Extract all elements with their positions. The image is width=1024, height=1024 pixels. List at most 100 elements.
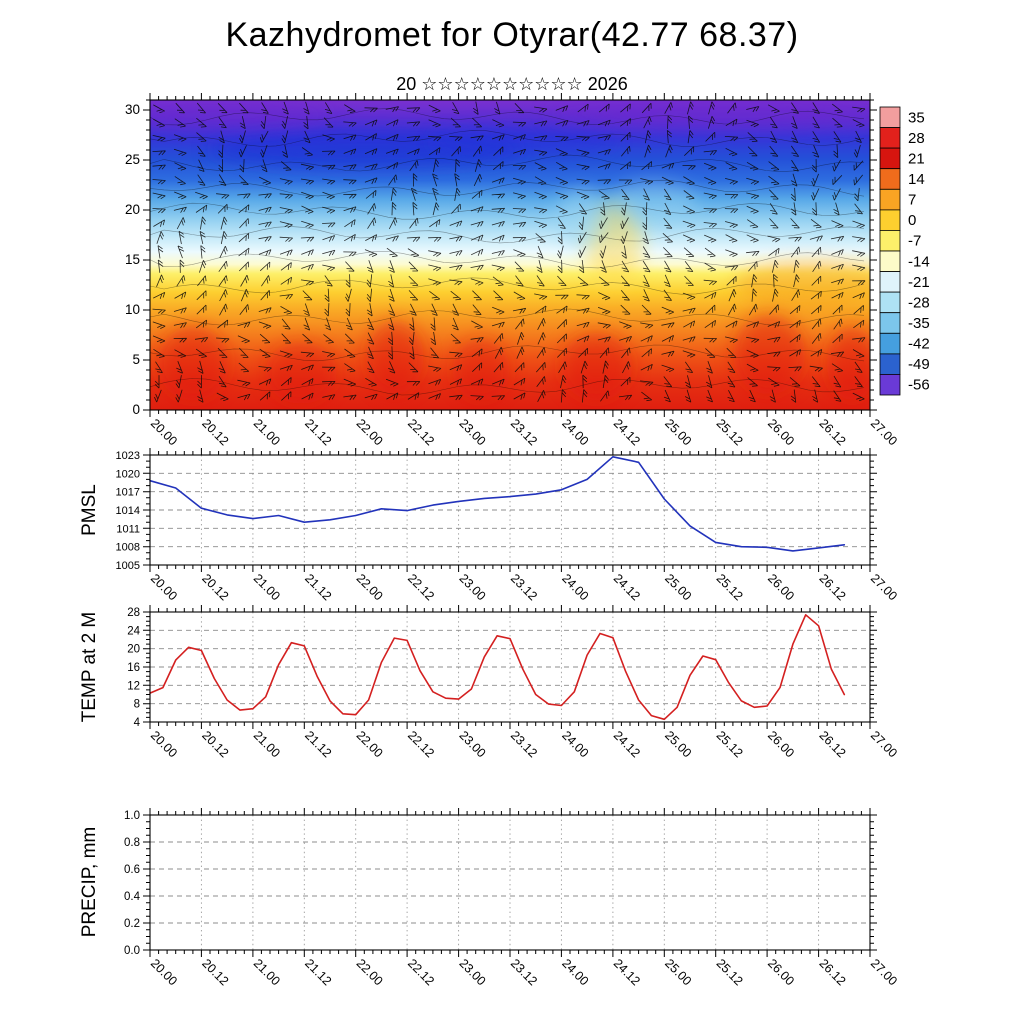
x-tick-label: 22.00 (354, 956, 386, 988)
grid-horizontal (150, 629, 870, 705)
x-tick-label: 20.12 (199, 416, 231, 448)
colorbar-label: 28 (908, 130, 925, 147)
x-tick-label: 26.12 (816, 416, 848, 448)
x-tick-label: 24.00 (559, 571, 591, 603)
y-tick-label: 1005 (116, 560, 140, 572)
subtitle-day: 20 (396, 74, 417, 94)
x-axis-ticks (149, 448, 871, 572)
x-tick-label: 22.12 (405, 571, 437, 603)
x-tick-label: 22.12 (405, 728, 437, 760)
colorbar-cell (879, 168, 901, 190)
x-tick-label: 23.12 (508, 956, 540, 988)
x-tick-label: 23.12 (508, 571, 540, 603)
x-tick-label: 22.12 (405, 416, 437, 448)
x-tick-label: 21.12 (302, 571, 334, 603)
y-tick-label: 24 (127, 625, 140, 637)
x-axis-ticks (149, 93, 871, 417)
y-tick-label: 4 (134, 717, 141, 729)
x-tick-label: 26.00 (765, 956, 797, 988)
colorbar-label: 7 (908, 192, 916, 209)
colorbar-label: -7 (908, 233, 921, 250)
x-tick-labels: 20.00 20.12 21.00 21.12 22.00 22.12 23.00 23.12… (148, 571, 900, 603)
y-tick-label: 5 (132, 352, 140, 367)
x-tick-label: 20.12 (199, 728, 231, 760)
x-tick-label: 23.00 (456, 728, 488, 760)
grid-horizontal (150, 472, 870, 548)
y-tick-label: 25 (125, 152, 140, 167)
x-tick-label: 21.00 (251, 416, 283, 448)
y-tick-labels: 0.0 0.2 0.4 0.6 0.8 1.0 (124, 810, 141, 957)
x-tick-labels: 20.00 20.12 21.00 21.12 22.00 22.12 23.00 23.12… (148, 416, 900, 448)
chart-title: Kazhydromet for Otyrar(42.77 68.37) (225, 16, 799, 54)
x-axis-ticks (149, 808, 871, 957)
x-tick-label: 21.00 (251, 571, 283, 603)
contour-lines (150, 108, 865, 396)
x-tick-label: 23.00 (456, 571, 488, 603)
x-tick-label: 20.12 (199, 956, 231, 988)
y-tick-label: 1011 (116, 523, 140, 535)
colorbar-cell (879, 312, 901, 334)
y-tick-label: 10 (125, 302, 140, 317)
x-tick-label: 26.00 (765, 728, 797, 760)
colorbar-cell (879, 127, 901, 149)
subtitle-stars-decoration: ☆☆☆☆☆☆☆☆☆☆ (421, 74, 583, 94)
y-tick-label: 1020 (116, 468, 140, 480)
y-tick-label: 15 (125, 252, 140, 267)
y-tick-labels: 4 8 12 16 20 24 28 (127, 607, 140, 729)
y-tick-label: 20 (125, 202, 140, 217)
y-tick-label: 12 (127, 680, 140, 692)
colorbar-cell (879, 373, 901, 396)
colorbar-cell (879, 229, 901, 252)
x-tick-label: 27.00 (868, 416, 900, 448)
x-tick-label: 26.12 (816, 728, 848, 760)
temp-line (149, 613, 846, 721)
y-tick-label: 1.0 (124, 810, 140, 822)
y-tick-label: 0.4 (124, 891, 141, 903)
colorbar-label: -56 (908, 377, 930, 394)
x-tick-label: 21.12 (302, 728, 334, 760)
x-tick-label: 24.12 (611, 956, 643, 988)
x-tick-label: 21.12 (302, 956, 334, 988)
x-tick-label: 25.00 (662, 728, 694, 760)
y-tick-label: 1017 (116, 487, 140, 499)
pmsl-line (149, 455, 846, 552)
colorbar-cell (879, 271, 901, 293)
x-tick-label: 21.00 (251, 956, 283, 988)
x-tick-label: 24.00 (559, 956, 591, 988)
x-tick-labels: 20.00 20.12 21.00 21.12 22.00 22.12 23.00 23.12… (148, 956, 900, 988)
x-tick-labels: 20.00 20.12 21.00 21.12 22.00 22.12 23.00 23.12… (148, 728, 900, 760)
x-tick-label: 24.12 (611, 571, 643, 603)
colorbar-label: -14 (908, 253, 930, 270)
x-tick-label: 25.00 (662, 571, 694, 603)
y-tick-label: 30 (125, 102, 140, 117)
colorbar-cell (879, 353, 901, 375)
y-tick-label: 0.0 (124, 945, 140, 957)
subtitle-year: 2026 (587, 74, 628, 94)
x-tick-label: 24.12 (611, 728, 643, 760)
x-tick-label: 24.12 (611, 416, 643, 448)
x-tick-label: 25.12 (714, 416, 746, 448)
x-tick-label: 26.12 (816, 571, 848, 603)
x-tick-label: 22.00 (354, 416, 386, 448)
x-tick-label: 23.00 (456, 416, 488, 448)
colorbar-cell (879, 291, 901, 314)
x-tick-label: 25.00 (662, 956, 694, 988)
x-tick-label: 20.12 (199, 571, 231, 603)
colorbar-label: 14 (908, 171, 925, 188)
colorbar-cell (879, 250, 901, 273)
y-axis-ticks (143, 814, 877, 951)
x-tick-label: 22.00 (354, 571, 386, 603)
y-tick-label: 16 (127, 662, 140, 674)
x-tick-label: 27.00 (868, 728, 900, 760)
x-tick-label: 27.00 (868, 956, 900, 988)
x-tick-label: 25.12 (714, 728, 746, 760)
colorbar-cell (879, 147, 901, 170)
x-tick-label: 25.12 (714, 571, 746, 603)
y-tick-label: 0 (132, 402, 140, 417)
y-tick-labels: 1005 1008 1011 1014 1017 1020 1023 (116, 450, 140, 572)
colorbar-cell (879, 188, 901, 211)
x-tick-label: 20.00 (148, 728, 180, 760)
y-tick-label: 20 (127, 644, 140, 656)
x-tick-label: 24.00 (559, 416, 591, 448)
